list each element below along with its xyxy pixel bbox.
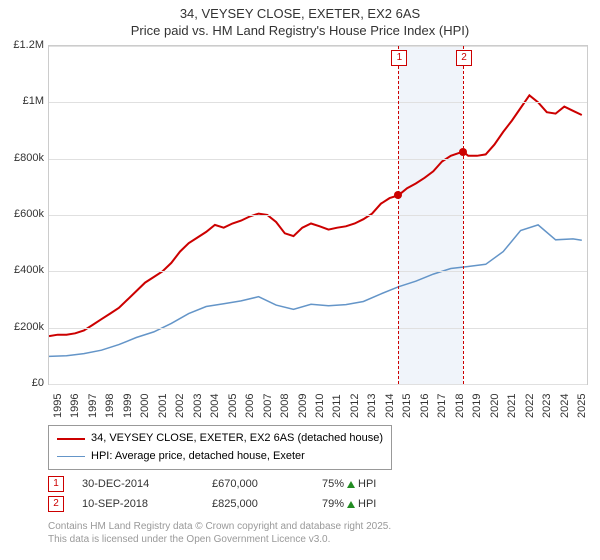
table-row: 1 30-DEC-2014 £670,000 75% HPI [48,474,376,494]
x-axis-label: 2023 [541,394,553,418]
sale-marker-badge: 2 [456,50,472,66]
y-axis-label: £800k [14,152,44,164]
x-axis-label: 1997 [87,394,99,418]
chart-title: 34, VEYSEY CLOSE, EXETER, EX2 6AS Price … [0,0,600,40]
footnote-line: This data is licensed under the Open Gov… [48,534,330,545]
sale-hpi: 75% HPI [322,478,376,490]
up-arrow-icon [347,501,355,508]
x-axis-label: 2018 [454,394,466,418]
x-axis-label: 2009 [297,394,309,418]
x-axis-label: 2002 [174,394,186,418]
legend-box: 34, VEYSEY CLOSE, EXETER, EX2 6AS (detac… [48,425,392,470]
legend-item: HPI: Average price, detached house, Exet… [57,448,383,466]
y-axis-label: £400k [14,264,44,276]
x-axis-label: 2011 [331,394,343,418]
title-line-1: 34, VEYSEY CLOSE, EXETER, EX2 6AS [180,6,420,21]
sale-date: 10-SEP-2018 [82,498,212,510]
y-axis-label: £1M [23,95,44,107]
x-axis-label: 2025 [576,394,588,418]
sale-badge: 2 [48,496,64,512]
title-line-2: Price paid vs. HM Land Registry's House … [131,23,469,38]
x-axis-label: 2016 [419,394,431,418]
x-axis-label: 2019 [471,394,483,418]
y-axis-label: £1.2M [13,39,44,51]
footnote: Contains HM Land Registry data © Crown c… [48,520,588,546]
x-axis-label: 2003 [192,394,204,418]
x-axis-label: 2022 [524,394,536,418]
sale-price: £825,000 [212,498,322,510]
x-axis-label: 2014 [384,394,396,418]
sale-price: £670,000 [212,478,322,490]
x-axis-label: 2020 [489,394,501,418]
sale-point [459,148,467,156]
x-axis-label: 2017 [436,394,448,418]
x-axis-label: 2021 [506,394,518,418]
x-axis-label: 2000 [139,394,151,418]
sale-point [394,191,402,199]
sale-date: 30-DEC-2014 [82,478,212,490]
legend-label: HPI: Average price, detached house, Exet… [91,448,305,466]
legend-swatch [57,438,85,440]
x-axis-label: 1996 [69,394,81,418]
x-axis-label: 2013 [366,394,378,418]
x-axis-label: 2007 [262,394,274,418]
x-axis-label: 1998 [104,394,116,418]
footnote-line: Contains HM Land Registry data © Crown c… [48,521,391,532]
x-axis-label: 2004 [209,394,221,418]
y-axis-label: £600k [14,208,44,220]
x-axis-label: 2024 [559,394,571,418]
x-axis-label: 1999 [122,394,134,418]
x-axis-label: 2008 [279,394,291,418]
series-line [49,225,582,357]
table-row: 2 10-SEP-2018 £825,000 79% HPI [48,494,376,514]
sales-table: 1 30-DEC-2014 £670,000 75% HPI 2 10-SEP-… [48,474,376,514]
sale-hpi: 79% HPI [322,498,376,510]
x-axis-label: 2005 [227,394,239,418]
x-axis-label: 2001 [157,394,169,418]
y-axis-label: £0 [32,377,44,389]
x-axis-label: 2012 [349,394,361,418]
legend-swatch [57,456,85,458]
plot-area: 12 [48,45,588,385]
legend-item: 34, VEYSEY CLOSE, EXETER, EX2 6AS (detac… [57,430,383,448]
chart-container: 34, VEYSEY CLOSE, EXETER, EX2 6AS Price … [0,0,600,560]
sale-badge: 1 [48,476,64,492]
x-axis-label: 1995 [52,394,64,418]
up-arrow-icon [347,481,355,488]
x-axis-label: 2015 [401,394,413,418]
x-axis-label: 2006 [244,394,256,418]
y-axis-label: £200k [14,321,44,333]
x-axis-label: 2010 [314,394,326,418]
legend-label: 34, VEYSEY CLOSE, EXETER, EX2 6AS (detac… [91,430,383,448]
sale-marker-badge: 1 [391,50,407,66]
